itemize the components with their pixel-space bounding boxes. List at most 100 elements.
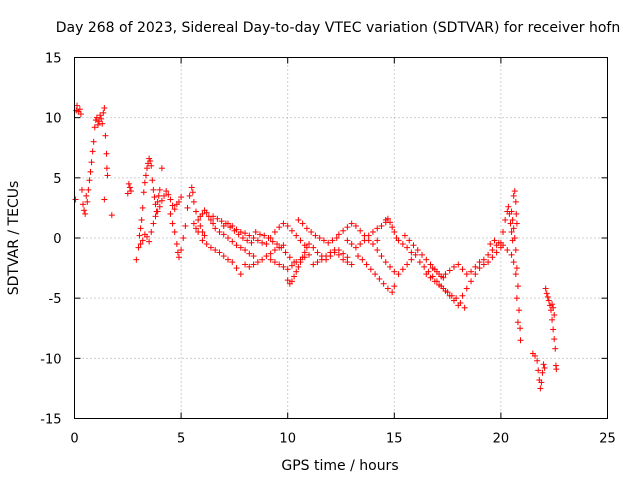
data-point (487, 241, 493, 247)
data-point (238, 271, 244, 277)
data-point (79, 187, 85, 193)
data-point (81, 207, 87, 213)
grid (75, 58, 608, 419)
data-point (353, 245, 359, 251)
data-point (462, 305, 468, 311)
data-point (504, 247, 510, 253)
data-point (376, 276, 382, 282)
data-point (404, 261, 410, 267)
data-point (545, 294, 551, 300)
data-point (515, 319, 521, 325)
data-point (138, 225, 144, 231)
data-point (400, 241, 406, 247)
data-point (170, 221, 176, 227)
data-point (381, 281, 387, 287)
y-tick-label: 10 (45, 112, 62, 127)
data-point (550, 326, 556, 332)
data-point (289, 228, 295, 234)
data-point (552, 346, 558, 352)
data-point (133, 257, 139, 263)
data-point (182, 223, 188, 229)
y-tick-label: -15 (40, 413, 61, 428)
data-point (468, 278, 474, 284)
data-point (355, 253, 361, 259)
data-point (139, 217, 145, 223)
y-tick-label: 15 (45, 52, 62, 67)
data-point (101, 196, 107, 202)
data-point (383, 259, 389, 265)
data-point (300, 221, 306, 227)
data-point (295, 217, 301, 223)
data-point (204, 241, 210, 247)
data-markers (73, 103, 560, 392)
data-point (460, 293, 466, 299)
data-point (517, 325, 523, 331)
y-axis-label: SDTVAR / TECUs (6, 181, 22, 296)
data-point (151, 194, 157, 200)
data-point (304, 225, 310, 231)
plot-frame (75, 58, 608, 419)
data-point (421, 264, 427, 270)
data-point (514, 221, 520, 227)
data-point (87, 169, 93, 175)
data-point (391, 283, 397, 289)
data-point (349, 241, 355, 247)
data-point (176, 254, 182, 260)
data-point (141, 189, 147, 195)
y-tick-label: -10 (40, 352, 61, 367)
data-point (90, 148, 96, 154)
data-point (423, 257, 429, 263)
data-point (85, 187, 91, 193)
data-point (541, 361, 547, 367)
data-point (193, 209, 199, 215)
data-point (357, 241, 363, 247)
data-point (544, 290, 550, 296)
data-point (293, 233, 299, 239)
data-point (101, 105, 107, 111)
data-point (310, 245, 316, 251)
data-point (308, 229, 314, 235)
y-tick-label: 5 (53, 172, 61, 187)
data-point (344, 237, 350, 243)
data-point (225, 235, 231, 241)
data-point (417, 259, 423, 265)
data-point (410, 242, 416, 248)
data-point (142, 180, 148, 186)
data-point (103, 151, 109, 157)
data-point (91, 139, 97, 145)
data-point (190, 189, 196, 195)
data-point (127, 184, 133, 190)
data-point (513, 199, 519, 205)
data-point (551, 336, 557, 342)
data-point (340, 228, 346, 234)
data-point (272, 229, 278, 235)
data-point (109, 212, 115, 218)
data-point (83, 193, 89, 199)
data-point (323, 253, 329, 259)
data-point (180, 235, 186, 241)
data-point (167, 211, 173, 217)
data-point (276, 224, 282, 230)
data-point (404, 245, 410, 251)
data-point (370, 241, 376, 247)
data-point (370, 229, 376, 235)
data-point (374, 247, 380, 253)
x-tick-label: 5 (177, 432, 185, 447)
data-point (464, 286, 470, 292)
data-point (140, 205, 146, 211)
data-point (315, 249, 321, 255)
data-point (379, 253, 385, 259)
data-point (387, 264, 393, 270)
data-point (408, 257, 414, 263)
data-point (518, 337, 524, 343)
y-tick-label: 0 (53, 232, 61, 247)
data-point (340, 251, 346, 257)
x-tick-label: 15 (386, 432, 403, 447)
data-point (149, 177, 155, 183)
data-point (419, 252, 425, 258)
data-point (514, 265, 520, 271)
x-axis-label: GPS time / hours (281, 458, 398, 474)
data-point (104, 165, 110, 171)
data-point (82, 211, 88, 217)
data-point (553, 366, 559, 372)
